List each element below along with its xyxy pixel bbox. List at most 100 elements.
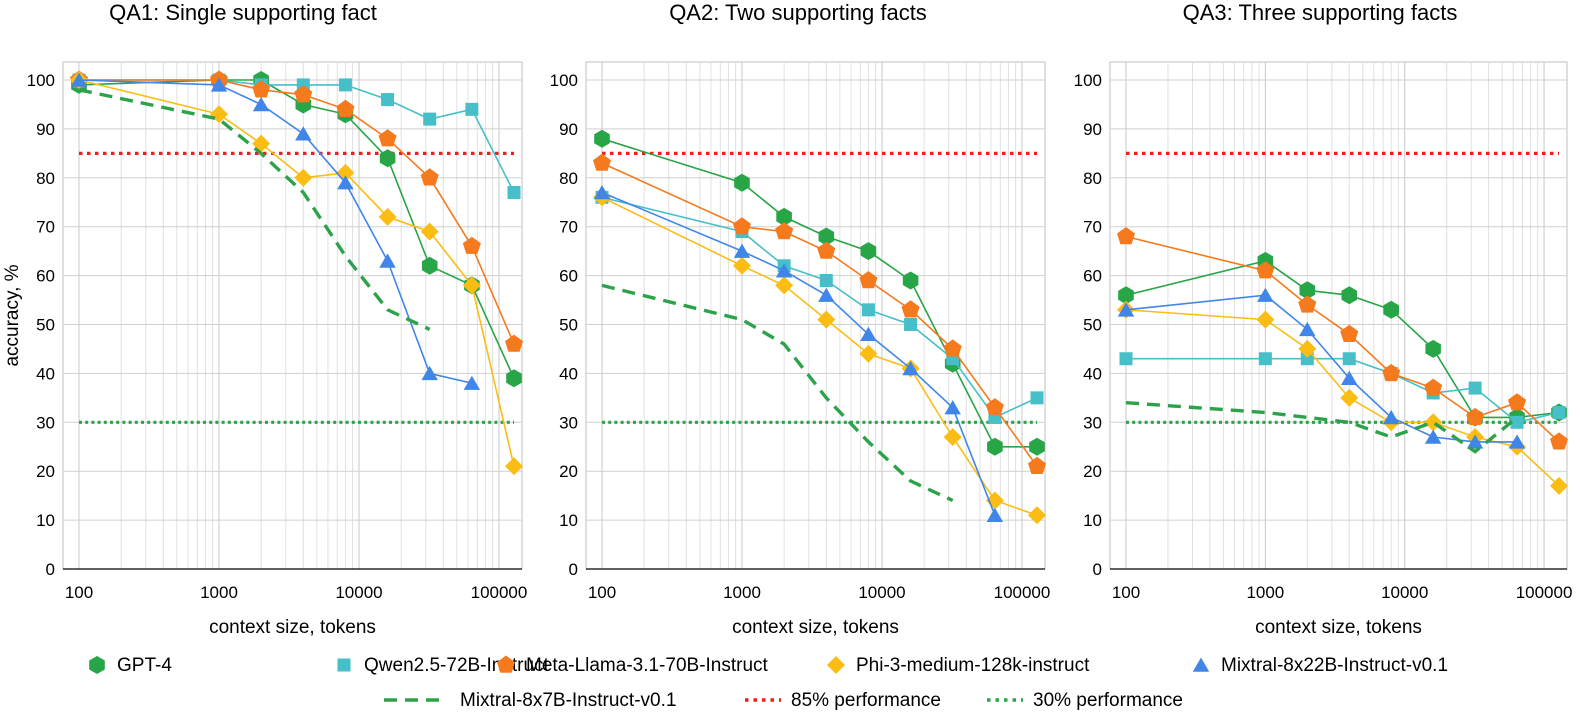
y-tick-label: 30 (36, 413, 55, 432)
series-phi-3-medium-128k-instruct (70, 71, 523, 476)
data-point (1550, 476, 1568, 495)
data-point (420, 168, 439, 186)
data-point (1118, 286, 1134, 305)
legend-item-qwen2-5-72b-instruct: Qwen2.5-72B-Instruct (337, 655, 550, 676)
chart-legend: GPT-4 Qwen2.5-72B-InstructMeta-Llama-3.1-… (89, 655, 1448, 711)
data-point (860, 242, 877, 261)
legend-swatch (89, 656, 105, 674)
y-tick-label: 80 (36, 169, 55, 188)
data-point (465, 102, 479, 116)
data-point (818, 227, 835, 246)
data-point (1508, 393, 1527, 411)
y-tick-label: 70 (559, 218, 578, 237)
data-point (505, 457, 523, 476)
data-point (379, 253, 396, 268)
y-tick-label: 70 (1083, 218, 1102, 237)
data-point (1117, 227, 1135, 245)
x-tick-label: 10000 (1381, 583, 1428, 602)
y-tick-label: 40 (559, 364, 578, 383)
data-point (1552, 406, 1566, 420)
data-point (336, 99, 355, 117)
y-tick-label: 50 (1083, 316, 1102, 335)
legend-swatch (497, 655, 515, 673)
series-line (78, 88, 431, 331)
data-point (507, 185, 521, 199)
series-mixtral-8x7b-instruct-v0-1 (601, 283, 954, 503)
data-point (733, 243, 751, 258)
data-point (1300, 352, 1314, 366)
y-tick-label: 30 (1083, 413, 1102, 432)
data-point (944, 400, 961, 415)
data-point (378, 207, 397, 226)
x-axis-label: context size, tokens (209, 617, 376, 638)
data-point (1299, 321, 1316, 337)
data-point (901, 300, 920, 318)
data-point (593, 185, 611, 200)
data-point (1424, 429, 1442, 444)
y-tick-label: 90 (36, 120, 55, 139)
legend-swatch (1192, 657, 1210, 672)
data-point (859, 271, 878, 289)
data-point (337, 175, 354, 190)
data-point (943, 428, 962, 446)
y-tick-label: 20 (1083, 462, 1102, 481)
data-point (379, 149, 396, 168)
legend-label: Meta-Llama-3.1-70B-Instruct (526, 655, 769, 676)
legend-item-85-performance: 85% performance (745, 690, 941, 711)
legend-item-phi-3-medium-128k-instruct: Phi-3-medium-128k-instruct (827, 655, 1090, 676)
data-point (986, 507, 1004, 522)
legend-item-gpt-4: GPT-4 (89, 655, 172, 676)
legend-item-mixtral-8x22b-instruct-v0-1: Mixtral-8x22B-Instruct-v0.1 (1192, 655, 1448, 676)
plot-area (585, 61, 1046, 570)
y-tick-label: 20 (559, 462, 578, 481)
data-point (1340, 324, 1359, 342)
data-point (294, 168, 313, 187)
x-tick-label: 100000 (471, 583, 528, 602)
legend-label: Phi-3-medium-128k-instruct (856, 655, 1090, 676)
data-point (734, 173, 750, 192)
chart-panels: 0 10 20 30 40 50 60 70 80 90 100 100 1000 10000 100000… (2, 0, 1572, 638)
legend-item-meta-llama-3-1-70b-instruct: Meta-Llama-3.1-70B-Instruct (497, 655, 769, 676)
legend-label: 85% performance (791, 690, 941, 711)
y-tick-label: 0 (46, 560, 55, 579)
series-mixtral-8x7b-instruct-v0-1 (78, 88, 431, 331)
chart-title: QA2: Two supporting facts (669, 0, 927, 25)
data-point (817, 310, 836, 329)
data-point (210, 77, 228, 92)
series-mixtral-8x22b-instruct-v0-1 (593, 185, 1004, 522)
legend-label: Qwen2.5-72B-Instruct (364, 655, 550, 676)
x-tick-label: 1000 (200, 583, 238, 602)
y-tick-label: 90 (559, 120, 578, 139)
series-line (601, 191, 996, 516)
data-point (1425, 339, 1441, 358)
data-point (861, 303, 875, 317)
data-point (381, 93, 395, 107)
y-tick-label: 10 (36, 511, 55, 530)
grid (1110, 62, 1567, 569)
data-point (463, 375, 481, 390)
data-point (1466, 407, 1485, 426)
y-tick-label: 40 (1083, 364, 1102, 383)
data-point (252, 97, 270, 112)
y-tick-label: 100 (27, 71, 55, 90)
data-point (1119, 352, 1133, 366)
chart-panel-2: 0 10 20 30 40 50 60 70 80 90 100 100 1000 10000 100000… (550, 0, 1051, 638)
x-tick-label: 100000 (1516, 583, 1573, 602)
legend-label: 30% performance (1033, 690, 1183, 711)
data-point (506, 369, 522, 388)
x-tick-label: 100 (588, 583, 616, 602)
legend-label: GPT-4 (117, 655, 172, 676)
y-tick-label: 70 (36, 218, 55, 237)
data-point (987, 437, 1003, 456)
data-point (420, 222, 439, 241)
y-tick-label: 50 (559, 316, 578, 335)
series-meta-llama-3-1-70b-instruct (70, 70, 523, 352)
data-point (338, 78, 352, 92)
data-point (1382, 363, 1401, 382)
data-point (1029, 437, 1045, 456)
data-point (252, 80, 271, 98)
y-tick-label: 60 (1083, 267, 1102, 286)
chart-title: QA3: Three supporting facts (1183, 0, 1458, 25)
data-point (819, 273, 833, 287)
x-axis-label: context size, tokens (732, 617, 899, 638)
